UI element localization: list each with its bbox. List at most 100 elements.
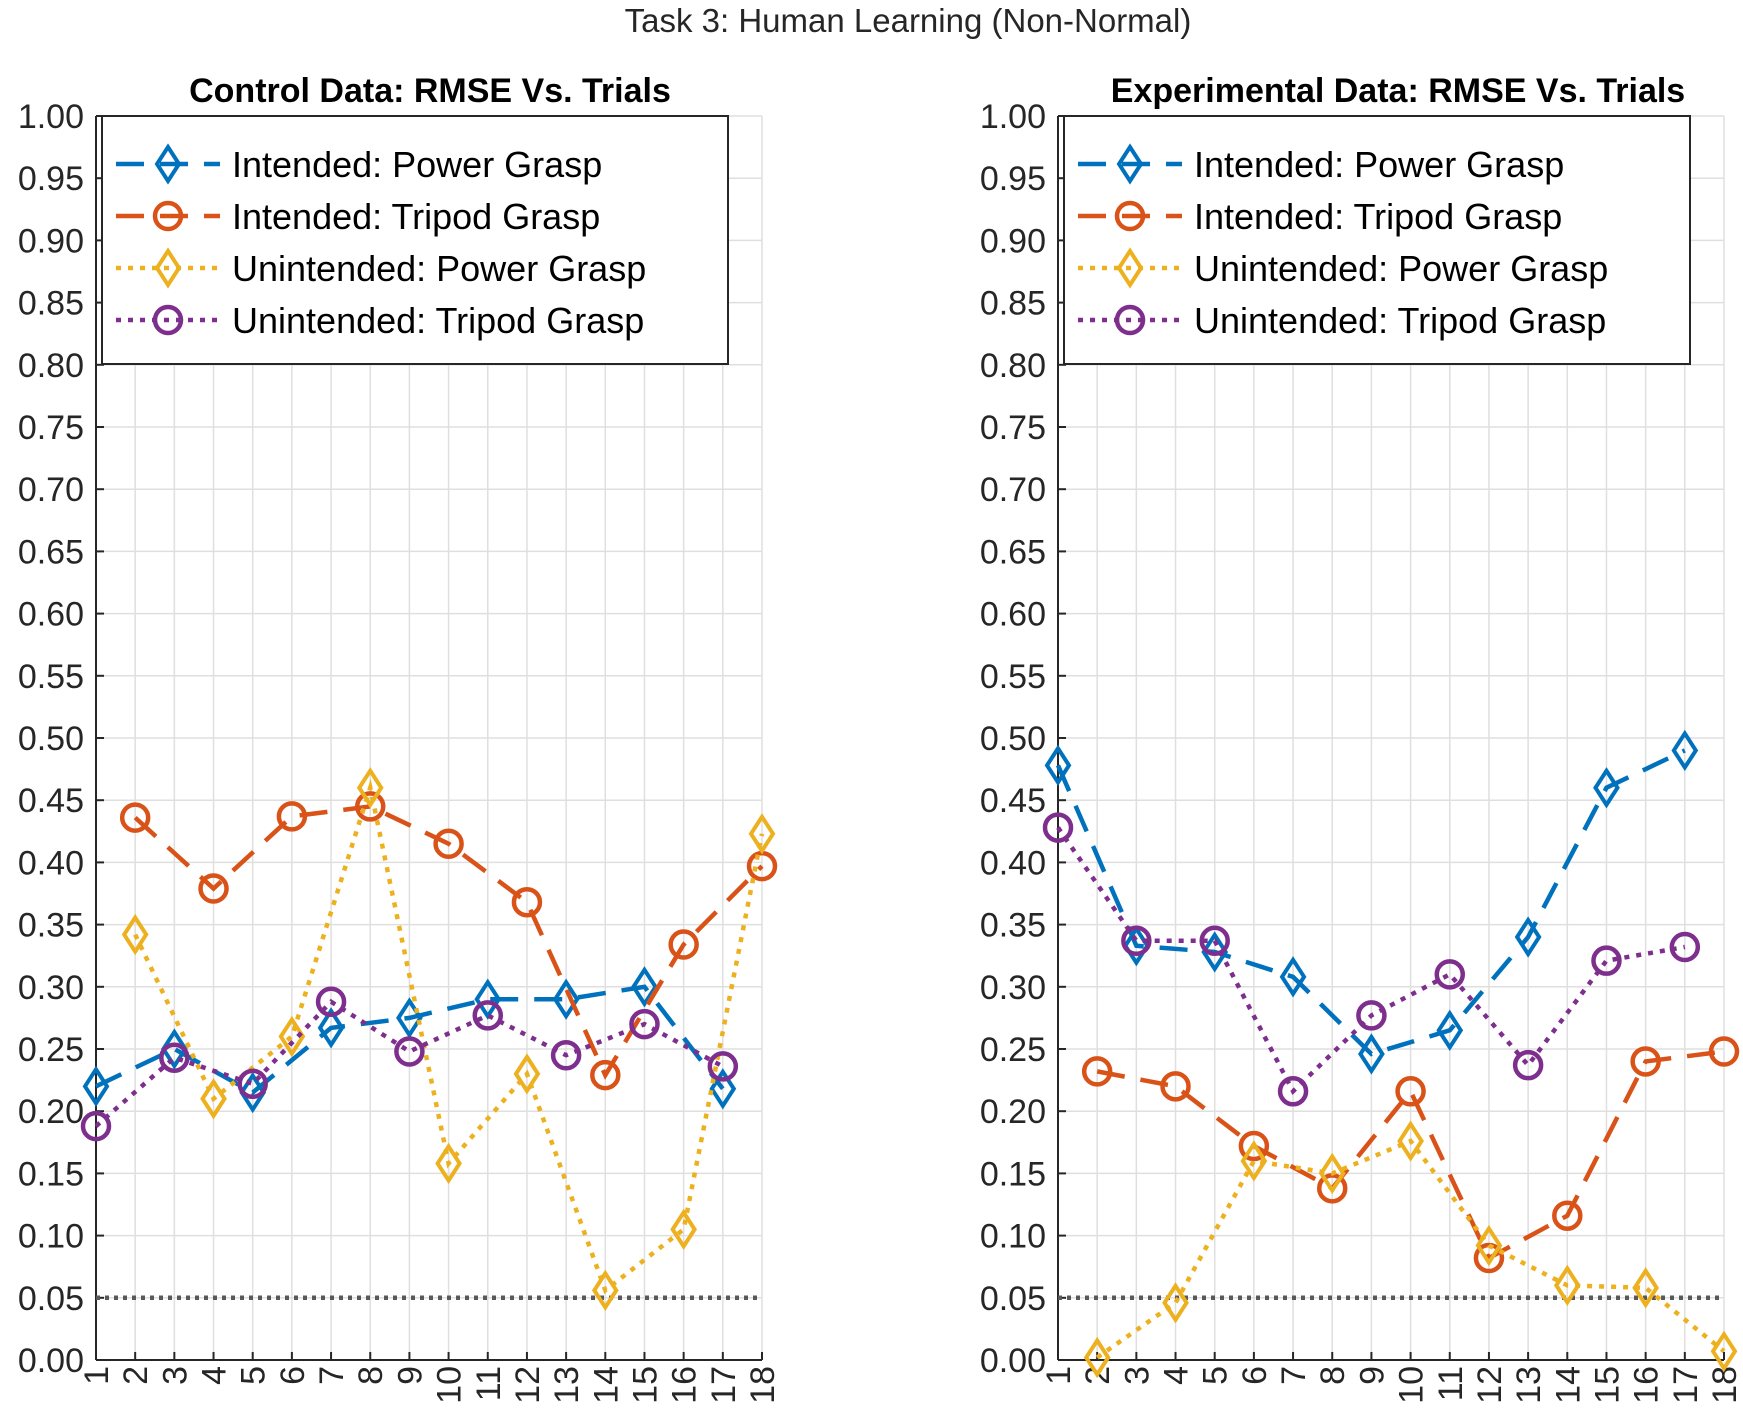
data-point (1162, 1282, 1189, 1324)
series-line (1056, 826, 1686, 1096)
data-point (80, 1110, 112, 1142)
data-point (160, 1028, 188, 1070)
y-tick-label: 0.70 (980, 471, 1046, 509)
y-tick-label: 0.50 (18, 720, 84, 758)
legend-box (1063, 115, 1691, 365)
series-3 (80, 986, 739, 1142)
data-point (394, 1036, 425, 1067)
data-point (474, 978, 502, 1020)
data-point (1160, 1071, 1191, 1102)
data-point (433, 828, 464, 859)
y-tick-label: 0.20 (980, 1093, 1046, 1131)
series-line (1095, 1138, 1726, 1360)
x-tick-label: 18 (744, 1366, 782, 1404)
x-tick-label: 5 (235, 1366, 273, 1385)
series-2 (121, 767, 776, 1312)
x-tick-label: 7 (313, 1366, 351, 1385)
x-tick-label: 17 (1667, 1366, 1705, 1404)
x-tick-label: 8 (1314, 1366, 1352, 1385)
y-tick-label: 0.90 (18, 222, 84, 260)
data-point (629, 1008, 660, 1040)
data-point (1475, 1224, 1503, 1267)
series-1 (119, 791, 778, 1091)
legend-label: Unintended: Tripod Grasp (232, 300, 644, 341)
x-tick-label: 11 (1432, 1366, 1470, 1401)
data-point (354, 791, 386, 822)
x-tick-label: 13 (1510, 1366, 1548, 1404)
legend-marker (152, 200, 184, 232)
y-tick-label: 0.05 (980, 1280, 1046, 1318)
data-point (237, 1068, 268, 1100)
legend-marker (1114, 200, 1146, 232)
data-point (1279, 956, 1307, 998)
data-point (1591, 945, 1622, 976)
y-tick-label: 0.05 (18, 1280, 84, 1318)
y-tick-label: 0.80 (18, 347, 84, 385)
y-tick-label: 0.25 (18, 1031, 84, 1069)
x-tick-label: 16 (1628, 1366, 1666, 1404)
data-point (550, 1039, 582, 1071)
series-2 (1083, 1120, 1738, 1379)
data-point (670, 1208, 698, 1251)
y-tick-label: 0.65 (18, 533, 84, 571)
x-tick-label: 17 (705, 1366, 743, 1404)
y-tick-label: 0.80 (980, 347, 1046, 385)
x-tick-label: 9 (391, 1366, 429, 1385)
x-tick-label: 4 (1158, 1366, 1196, 1385)
data-point (707, 1051, 739, 1082)
data-point (119, 802, 151, 833)
series-line (1055, 748, 1686, 1057)
data-point (552, 978, 580, 1020)
data-point (1201, 931, 1229, 973)
x-tick-label: 3 (156, 1366, 194, 1385)
x-tick-label: 1 (1040, 1366, 1078, 1385)
legend-marker (1114, 304, 1146, 336)
data-point (435, 1142, 462, 1185)
y-tick-label: 0.25 (980, 1031, 1046, 1069)
legend-label: Intended: Power Grasp (1194, 144, 1564, 185)
y-tick-label: 0.45 (18, 782, 84, 820)
x-tick-label: 12 (1471, 1366, 1509, 1404)
y-tick-label: 0.70 (18, 471, 84, 509)
data-point (198, 873, 229, 904)
x-tick-label: 14 (587, 1366, 625, 1404)
data-point (1199, 925, 1230, 957)
series-0 (1044, 729, 1699, 1075)
data-point (200, 1078, 227, 1120)
panel-title: Experimental Data: RMSE Vs. Trials (1111, 72, 1685, 110)
data-point (511, 886, 543, 918)
x-tick-label: 4 (196, 1366, 234, 1385)
data-point (1434, 959, 1466, 990)
y-tick-label: 0.00 (980, 1342, 1046, 1380)
y-tick-label: 0.35 (980, 907, 1046, 945)
legend-label: Unintended: Power Grasp (1194, 248, 1608, 289)
data-point (1669, 931, 1701, 963)
y-tick-label: 0.55 (980, 658, 1046, 696)
y-tick-label: 0.30 (980, 969, 1046, 1007)
data-point (239, 1071, 267, 1114)
series-line (133, 804, 764, 1080)
x-tick-label: 3 (1118, 1366, 1156, 1385)
data-point (1356, 1000, 1387, 1031)
data-point (315, 986, 347, 1017)
data-point (1083, 1336, 1111, 1379)
y-tick-label: 0.40 (18, 844, 84, 882)
panel-control: Control Data: RMSE Vs. Trials 0.00 0.05 0.1… (18, 72, 782, 1404)
data-point (1512, 1049, 1544, 1081)
panel-title: Control Data: RMSE Vs. Trials (189, 72, 671, 110)
series-3 (1042, 812, 1701, 1107)
legend-marker (152, 304, 184, 336)
x-tick-label: 10 (1393, 1366, 1431, 1404)
data-point (1473, 1242, 1505, 1274)
y-tick-label: 0.65 (980, 533, 1046, 571)
data-point (1121, 925, 1152, 957)
data-point (472, 1000, 504, 1031)
data-point (1632, 1267, 1660, 1309)
y-tick-label: 0.95 (18, 160, 84, 198)
x-tick-label: 5 (1197, 1366, 1235, 1385)
data-point (1238, 1130, 1270, 1162)
series-line (1096, 1049, 1725, 1262)
y-tick-label: 0.10 (980, 1218, 1046, 1256)
data-point (1240, 1140, 1268, 1182)
data-point (1318, 1152, 1346, 1195)
